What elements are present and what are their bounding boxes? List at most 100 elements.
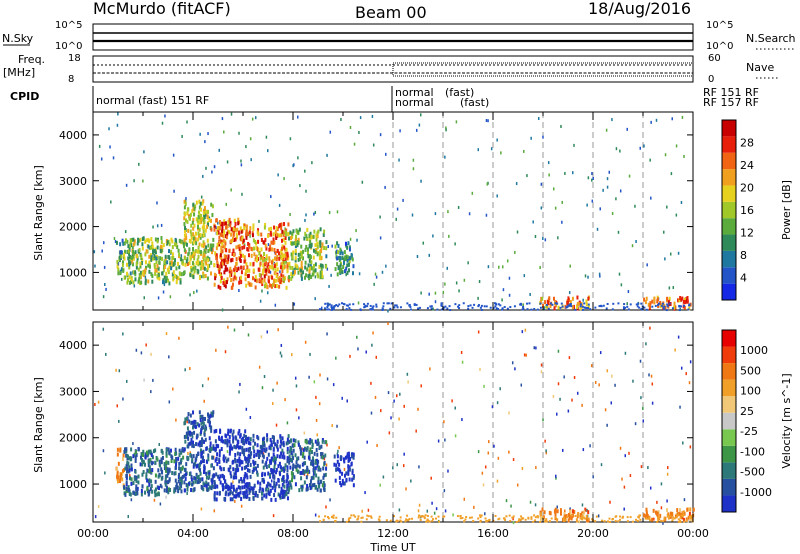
echo-cell xyxy=(155,256,158,261)
speck xyxy=(392,466,394,470)
ground-scatter xyxy=(518,518,521,521)
speck xyxy=(387,322,389,326)
echo-cell xyxy=(249,454,252,459)
echo-cell xyxy=(208,257,211,262)
speck xyxy=(598,383,600,387)
ground-scatter xyxy=(579,305,582,308)
echo-cell xyxy=(191,220,194,225)
echo-cell xyxy=(282,479,285,484)
echo-cell xyxy=(679,295,682,300)
speck xyxy=(681,115,684,119)
echo-cell xyxy=(244,490,247,495)
echo-cell xyxy=(224,284,227,289)
echo-cell xyxy=(123,449,126,454)
speck xyxy=(382,475,385,479)
echo-cell xyxy=(230,272,233,277)
echo-cell xyxy=(306,483,309,488)
speck xyxy=(313,212,315,216)
ground-scatter xyxy=(577,515,580,518)
ground-scatter xyxy=(440,304,443,307)
echo-cell xyxy=(243,259,246,264)
echo-cell xyxy=(183,480,186,485)
echo-cell xyxy=(183,270,186,275)
echo-cell xyxy=(289,483,292,488)
echo-cell xyxy=(181,447,184,452)
echo-cell xyxy=(256,278,259,283)
speck xyxy=(560,124,562,128)
ground-scatter xyxy=(345,308,348,311)
ground-scatter xyxy=(411,517,414,520)
echo-cell xyxy=(247,273,250,278)
speck xyxy=(94,264,96,268)
echo-cell xyxy=(347,470,350,475)
speck xyxy=(259,299,262,303)
echo-cell xyxy=(306,465,309,470)
ground-scatter xyxy=(539,302,542,305)
echo-cell xyxy=(135,450,138,455)
echo-cell xyxy=(181,466,184,471)
echo-cell xyxy=(159,483,162,488)
echo-cell xyxy=(261,258,264,263)
echo-cell xyxy=(321,439,324,444)
speck xyxy=(326,443,328,447)
echo-cell xyxy=(273,247,276,252)
ground-scatter xyxy=(360,520,363,523)
ground-scatter xyxy=(354,515,357,518)
echo-cell xyxy=(217,284,220,289)
echo-cell xyxy=(239,226,242,231)
speck xyxy=(133,284,136,288)
ground-scatter xyxy=(468,516,471,519)
echo-cell xyxy=(283,489,286,494)
echo-cell xyxy=(142,470,145,475)
echo-cell xyxy=(205,261,208,266)
speck xyxy=(487,265,490,269)
speck xyxy=(371,114,374,118)
echo-cell xyxy=(216,263,219,268)
ground-scatter xyxy=(663,516,666,519)
speck xyxy=(568,291,571,295)
speck xyxy=(116,404,119,408)
freq-unit: [MHz] xyxy=(3,66,35,79)
speck xyxy=(431,501,433,505)
ground-scatter xyxy=(393,515,396,518)
speck xyxy=(245,407,248,411)
ground-scatter xyxy=(419,518,422,521)
speck xyxy=(496,194,498,198)
speck xyxy=(270,195,272,199)
echo-cell xyxy=(229,497,232,502)
ground-scatter xyxy=(622,515,625,518)
ground-scatter xyxy=(657,519,660,522)
echo-cell xyxy=(290,485,293,490)
echo-cell xyxy=(177,479,180,484)
echo-cell xyxy=(317,441,320,446)
echo-cell xyxy=(280,467,283,472)
ground-scatter xyxy=(330,308,333,311)
echo-cell xyxy=(136,254,139,259)
echo-cell xyxy=(646,512,649,517)
speck xyxy=(586,203,588,207)
echo-cell xyxy=(303,236,306,241)
echo-cell xyxy=(300,276,303,281)
echo-cell xyxy=(153,489,156,494)
echo-cell xyxy=(234,221,237,226)
ground-scatter xyxy=(352,303,355,306)
echo-cell xyxy=(202,458,205,463)
speck xyxy=(542,135,544,139)
speck xyxy=(454,242,456,246)
echo-cell xyxy=(285,441,288,446)
echo-cell xyxy=(239,490,242,495)
echo-cell xyxy=(289,465,292,470)
echo-cell xyxy=(192,488,195,493)
echo-cell xyxy=(132,280,135,285)
echo-cell xyxy=(323,245,326,250)
echo-cell xyxy=(231,460,234,465)
echo-cell xyxy=(218,459,221,464)
echo-cell xyxy=(210,478,213,483)
echo-cell xyxy=(220,275,223,280)
colorbar-swatch xyxy=(722,495,736,512)
speck xyxy=(375,355,378,359)
ground-scatter xyxy=(347,517,350,520)
echo-cell xyxy=(311,272,314,277)
echo-cell xyxy=(683,305,686,310)
echo-cell xyxy=(324,453,327,458)
